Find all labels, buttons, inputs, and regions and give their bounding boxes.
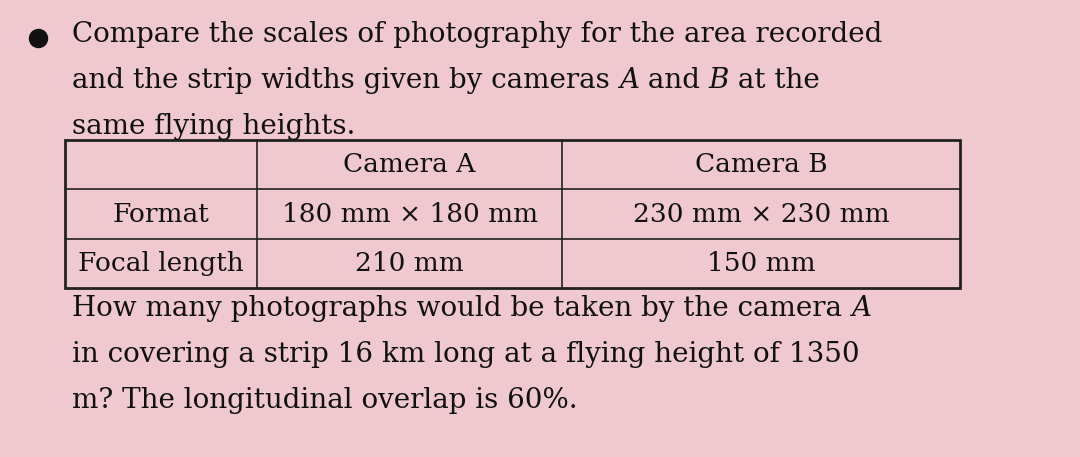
Text: Format: Format	[112, 202, 210, 227]
Text: 150 mm: 150 mm	[706, 251, 815, 276]
Text: same flying heights.: same flying heights.	[72, 113, 355, 140]
Text: A: A	[851, 294, 870, 322]
Text: Focal length: Focal length	[79, 251, 244, 276]
Text: 230 mm × 230 mm: 230 mm × 230 mm	[633, 202, 889, 227]
Text: How many photographs would be taken by the camera: How many photographs would be taken by t…	[72, 294, 851, 322]
Text: and the strip widths given by cameras: and the strip widths given by cameras	[72, 68, 619, 95]
Text: 210 mm: 210 mm	[355, 251, 464, 276]
Text: Compare the scales of photography for the area recorded: Compare the scales of photography for th…	[72, 21, 882, 48]
Text: Camera B: Camera B	[694, 152, 827, 177]
Text: A: A	[619, 68, 638, 95]
Text: B: B	[708, 68, 729, 95]
Text: Camera A: Camera A	[343, 152, 476, 177]
Text: 180 mm × 180 mm: 180 mm × 180 mm	[282, 202, 538, 227]
Text: at the: at the	[729, 68, 820, 95]
Text: in covering a strip 16 km long at a flying height of 1350: in covering a strip 16 km long at a flyi…	[72, 340, 860, 367]
Bar	[65, 140, 960, 288]
Text: and: and	[638, 68, 708, 95]
Text: m? The longitudinal overlap is 60%.: m? The longitudinal overlap is 60%.	[72, 387, 578, 414]
